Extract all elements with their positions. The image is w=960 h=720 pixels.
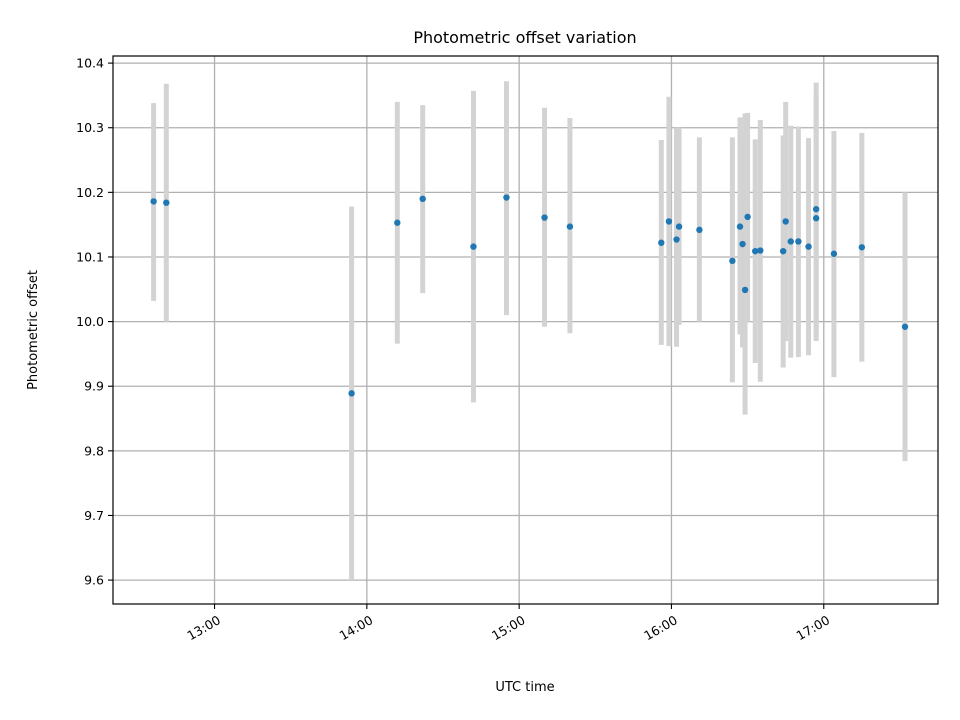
data-point [739,240,746,248]
data-point [470,243,477,250]
data-point [858,244,866,251]
data-point [729,257,736,265]
data-point [812,215,820,222]
y-tick-label: 10.2 [76,185,104,200]
data-point [830,250,838,257]
y-tick-label: 9.6 [84,573,104,588]
data-point [782,218,789,225]
data-point [348,390,355,397]
data-point [150,198,157,205]
y-axis-label: Photometric offset [26,270,41,390]
data-point [757,247,764,254]
plot-frame [112,55,939,605]
data-point [566,223,574,230]
data-point [744,213,751,221]
x-tick-label: 14:00 [337,612,376,643]
y-tick-label: 9.8 [84,443,104,458]
data-point [503,194,510,201]
data-points [150,194,909,397]
data-point [787,238,794,245]
error-bars [151,81,908,581]
data-point [779,247,787,255]
x-tick-label: 13:00 [184,612,223,643]
data-point [736,223,744,230]
data-point [665,218,673,225]
x-tick-label: 16:00 [641,612,680,643]
y-tick-label: 10.4 [76,56,104,71]
data-point [805,243,812,250]
chart-title: Photometric offset variation [413,28,636,47]
data-point [696,226,703,234]
data-point [795,238,802,245]
y-ticks: 9.6 9.7 9.8 9.9 10.0 10.1 10.2 10.3 10.4 [76,56,113,588]
data-point [812,205,820,213]
x-tick-label: 15:00 [489,612,528,643]
data-point [419,195,426,203]
data-point [658,239,665,246]
y-tick-label: 9.9 [84,379,104,394]
y-tick-label: 10.0 [76,314,104,329]
x-ticks: 13:00 14:00 15:00 16:00 17:00 [184,604,832,643]
data-point [163,199,170,206]
y-tick-label: 9.7 [84,508,104,523]
data-point [394,219,401,226]
data-point [541,214,548,221]
data-point [752,247,759,255]
x-axis-label: UTC time [495,680,554,695]
data-point [675,223,683,230]
data-point [741,286,749,294]
y-tick-label: 10.1 [76,249,104,264]
x-tick-label: 17:00 [794,612,833,643]
data-point [901,323,909,330]
data-point [673,236,680,243]
y-tick-label: 10.3 [76,120,104,135]
